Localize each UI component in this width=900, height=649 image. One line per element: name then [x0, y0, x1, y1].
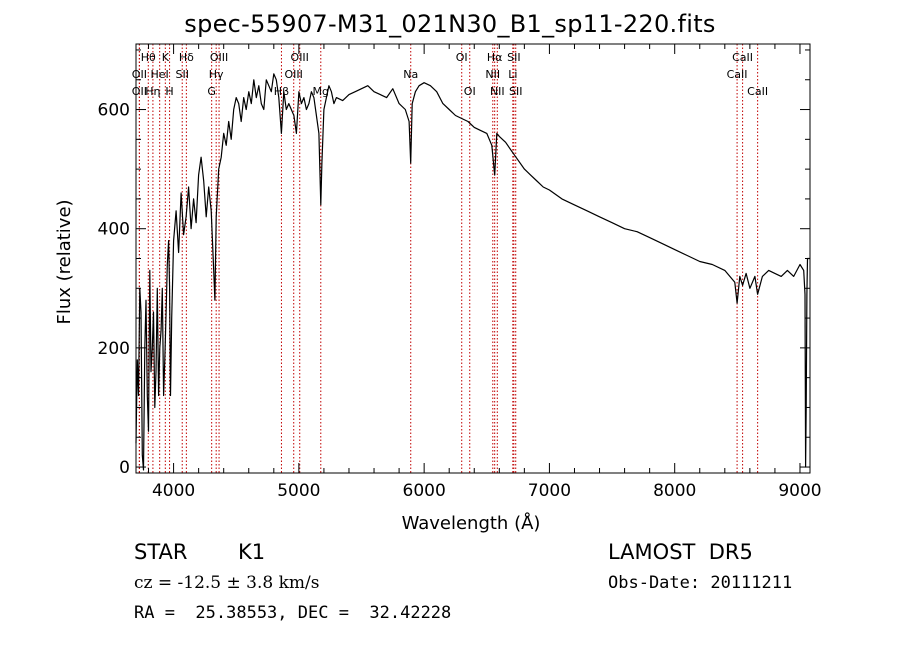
y-tick-label: 600 [98, 101, 130, 121]
redshift-velocity: cz = -12.5 ± 3.8 km/s [134, 573, 320, 593]
spectral-line-label: Li [508, 68, 517, 81]
spectral-line-label: OI [464, 85, 476, 98]
spectral-line-label: G [207, 85, 216, 98]
y-tick-label: 400 [98, 220, 130, 240]
object-class: STAR [134, 540, 188, 564]
chart-title: spec-55907-M31_021N30_B1_sp11-220.fits [184, 10, 716, 38]
x-tick-label: 7000 [528, 481, 571, 501]
spectral-line-label: Hγ [209, 68, 224, 81]
spectral-line-label: Hη [145, 85, 160, 98]
spectral-line-label: Hδ [179, 51, 194, 64]
spectral-line-label: Hθ [141, 51, 156, 64]
x-tick-label: 9000 [778, 481, 821, 501]
spectral-line-label: OII [132, 68, 147, 81]
coordinates: RA = 25.38553, DEC = 32.42228 [134, 603, 452, 623]
x-tick-label: 6000 [403, 481, 446, 501]
spectrum-line [135, 73, 810, 471]
x-tick-label: 4000 [152, 481, 195, 501]
spectral-line-label: OIII [210, 51, 228, 64]
spectral-line-label: OI [456, 51, 468, 64]
object-subclass: K1 [238, 540, 266, 564]
y-axis-label: Flux (relative) [54, 199, 75, 324]
x-tick-label: 8000 [653, 481, 696, 501]
spectral-line-label: SII [507, 51, 520, 64]
spectral-line-label: CaII [747, 85, 768, 98]
spectral-line-label: OII [132, 85, 147, 98]
spectral-line-label: NII [485, 68, 500, 81]
spectral-line-label: OIII [285, 68, 303, 81]
spectral-line-label: K [162, 51, 170, 64]
y-tick-label: 0 [119, 458, 130, 478]
spectral-line-label: SII [175, 68, 188, 81]
spectral-line-label: OIII [291, 51, 309, 64]
spectral-line-label: CaII [727, 68, 748, 81]
survey-name: LAMOST DR5 [608, 540, 753, 564]
spectral-line-label: Na [403, 68, 418, 81]
spectral-line-label: Hα [487, 51, 503, 64]
spectral-line-label: CaII [732, 51, 753, 64]
y-tick-label: 200 [98, 339, 130, 359]
spectral-line-label: H [165, 85, 173, 98]
x-axis-label: Wavelength (Å) [402, 512, 541, 534]
plot-frame [135, 43, 811, 474]
x-tick-label: 5000 [277, 481, 320, 501]
spectral-line-label: HeI [151, 68, 169, 81]
observation-date: Obs-Date: 20111211 [608, 573, 793, 593]
spectral-line-label: Hβ [274, 85, 289, 98]
spectral-line-label: Mg [313, 85, 329, 98]
spectral-line-label: SII [509, 85, 522, 98]
plot-axes: 4000 5000 6000 7000 8000 9000 0 200 400 600 [98, 43, 822, 501]
line-markers [138, 44, 759, 473]
spectral-line-label: NII [490, 85, 505, 98]
